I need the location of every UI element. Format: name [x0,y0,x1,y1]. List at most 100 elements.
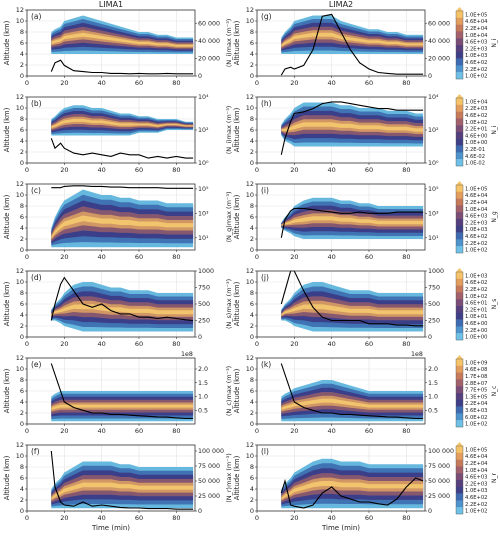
panel-label: (i) [261,186,269,195]
colorbar-tick-label: 4.6E+02 [465,60,487,66]
y-tick-label: 12 [16,180,24,188]
colorbar-tick-label: 2.2E+04 [465,461,488,467]
y-axis-label: Altitude (km) [3,368,11,413]
colorbar-tick-label: 2.2E+02 [465,287,487,293]
colorbar-arrow [456,442,463,446]
y-tick-label: 8 [20,202,24,210]
right-tick-label: 10³ [428,211,439,218]
max-concentration-line [280,477,424,509]
x-tick-label: 40 [98,514,106,522]
x-tick-label: 0 [255,79,259,87]
x-tick-label: 80 [402,427,410,435]
right-tick-label: 1000 [428,268,444,275]
colorbar-swatch [456,507,463,515]
colorbar-tick-label: 1.0E+04 [465,33,488,39]
colorbar-tick-label: 2.2E-01 [465,147,485,153]
colorbar-swatch [456,420,463,428]
y-tick-label: 8 [20,289,24,297]
colorbar-tick-label: 2.2E+04 [465,200,488,206]
y-tick-label: 10 [16,191,24,199]
max-concentration-line [50,276,194,322]
y-tick-label: 8 [250,28,254,36]
panel-l: (l) 0 20 40 60 80 0 2 4 6 8 10 12 Altitude (km) 0 25 00… [233,441,463,532]
colorbar-tick-label: 4.6E+04 [465,193,488,199]
right-tick-label: 10¹ [198,235,209,242]
colorbar-frame [455,10,464,80]
colorbar-swatch [456,292,463,300]
colorbar-swatch [456,11,463,18]
x-tick-label: 0 [255,253,259,261]
panel-label: (b) [31,99,42,108]
right-tick-label: 1.5 [428,380,438,387]
x-tick-label: 40 [328,166,336,174]
panel-e: (e) 0 20 40 60 80 0 2 4 6 8 10 12 Altitude (km) 0.5 1.0… [3,351,233,435]
colorbar-swatch [456,98,463,105]
y-tick-label: 0 [20,507,24,515]
colorbar-tick-label: 2.2E+02 [465,241,487,247]
colorbar-swatch [456,486,463,494]
x-tick-label: 60 [365,166,373,174]
right-tick-label: 10³ [198,211,209,218]
y-axis-label: Altitude (km) [3,194,11,239]
panel-f: (f) 0 20 40 60 80 0 2 4 6 8 10 12 Altitude (km) 0 25 00… [3,441,233,532]
max-concentration-line [50,138,194,159]
colorbar-tick-label: 4.6E+02 [465,280,487,286]
colorbar-tick-label: 1.0E+04 [465,99,488,105]
colorbar-swatch [456,111,463,119]
colorbar-tick-label: 4.6E-02 [465,154,485,160]
x-tick-label: 20 [290,253,298,261]
colorbar-arrow [456,7,463,11]
y-axis-label: Altitude (km) [233,368,241,413]
colorbar-arrow [456,181,463,185]
y-tick-label: 10 [16,365,24,373]
colorbar-tick-label: 4.6E+04 [465,19,488,25]
colorbar-tick-label: 1.0E+02 [465,422,487,428]
colorbar-label: N_g [491,211,498,222]
y-tick-label: 12 [16,93,24,101]
right-tick-label: 60 000 [198,20,220,27]
colorbar-frame [455,358,464,428]
x-tick-label: 40 [328,514,336,522]
colorbar-tick-label: 2.2E+01 [465,127,487,133]
colorbar-swatch [456,51,463,59]
y-axis-label: Altitude (km) [233,107,241,152]
colorbar-swatch [456,198,463,206]
colorbar-swatch [456,278,463,286]
right-tick-label: 50 000 [428,478,450,485]
right-tick-label: 20 000 [198,56,220,63]
y-tick-label: 8 [20,115,24,123]
colorbar-swatch [456,285,463,293]
y-tick-label: 10 [246,17,254,25]
y-axis-label: Altitude (km) [3,455,11,500]
right-tick-label: 500 [428,301,440,308]
y-tick-label: 10 [16,278,24,286]
y-tick-label: 0 [250,246,254,254]
y-tick-label: 4 [20,485,24,493]
y-tick-label: 4 [20,224,24,232]
panel-i: (i) 0 20 40 60 80 0 2 4 6 8 10 12 Altitude (km) 10¹ 10³… [233,180,463,261]
colorbar-swatch [456,319,463,327]
right-tick-label: 10⁴ [428,94,439,101]
colorbar-tick-label: 1.0E+05 [465,447,487,453]
colorbar-swatch [456,359,463,366]
y-tick-label: 2 [250,148,254,156]
colorbar-swatch [456,393,463,400]
right-axis-label: ⟨N_r⟩max (m⁻³) [225,453,233,503]
panel-label: (g) [261,12,272,21]
right-tick-label: 1000 [198,268,214,275]
colorbar-tick-label: 4.6E+08 [465,367,487,373]
right-tick-label: 0.5 [428,407,438,414]
y-tick-label: 12 [16,267,24,275]
colorbar-tick-label: 2.2E+03 [465,481,487,487]
y-axis-label: Altitude (km) [3,107,11,152]
x-tick-label: 0 [25,340,29,348]
right-tick-label: 75 000 [428,463,450,470]
colorbar-tick-label: 1.0E+02 [465,248,487,254]
colorbar-label: N_i [491,38,498,47]
y-tick-label: 12 [16,354,24,362]
x-axis-label: Time (min) [91,524,130,532]
y-tick-label: 0 [20,72,24,80]
right-tick-label: 2.0 [198,366,208,373]
colorbar-tick-label: 2.2E+04 [465,26,488,32]
colorbar-tick-label: 4.6E+04 [465,454,488,460]
